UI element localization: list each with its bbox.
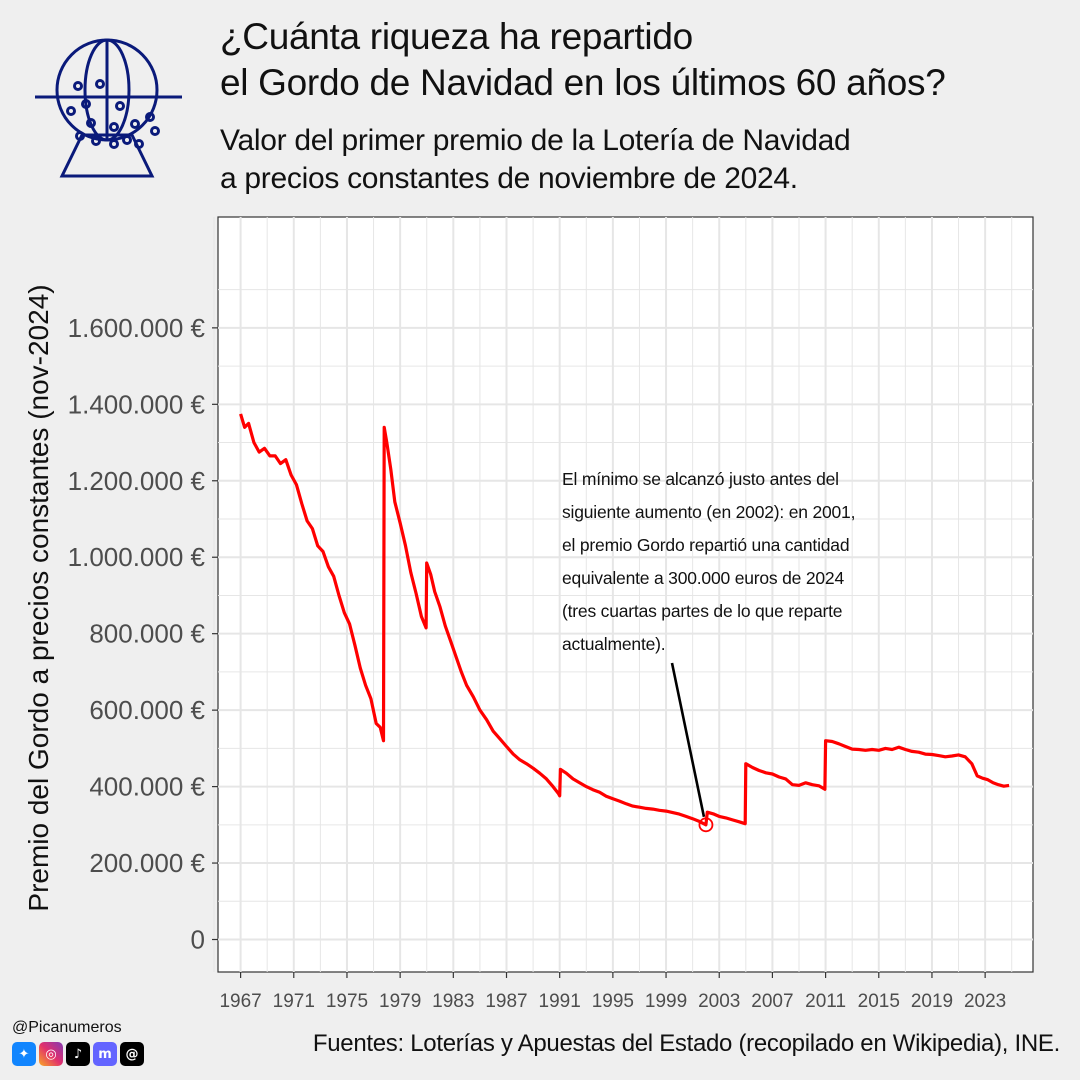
y-tick-label: 1.600.000 € xyxy=(68,313,206,343)
annotation-line: El mínimo se alcanzó justo antes del xyxy=(562,469,839,489)
x-tick-label: 2011 xyxy=(805,991,846,1012)
source-note: Fuentes: Loterías y Apuestas del Estado … xyxy=(312,1030,1060,1057)
y-axis-label: Premio del Gordo a precios constantes (n… xyxy=(23,284,54,911)
annotation-line: el premio Gordo repartió una cantidad xyxy=(562,535,850,555)
minimum-point-marker xyxy=(698,817,714,833)
x-tick-label: 2003 xyxy=(698,991,740,1012)
y-axis: 0 200.000 € 400.000 € 600.000 € 800.000 € 1.0… xyxy=(68,313,218,955)
x-tick-label: 1991 xyxy=(539,991,581,1012)
annotation-line: equivalente a 300.000 euros de 2024 xyxy=(562,568,844,588)
y-tick-label: 800.000 € xyxy=(89,619,205,649)
social-icons: ✦ ◎ ♪ m @ xyxy=(12,1042,144,1066)
x-axis: 1967 1971 1975 1979 1983 1987 1991 1995 1999 2003… xyxy=(219,972,1006,1012)
bluesky-icon[interactable]: ✦ xyxy=(12,1042,36,1066)
title-line-1: ¿Cuánta riqueza ha repartido xyxy=(220,16,693,57)
y-tick-label: 0 xyxy=(191,925,205,955)
y-tick-label: 400.000 € xyxy=(89,772,205,802)
page-title: ¿Cuánta riqueza ha repartido el Gordo de… xyxy=(220,14,1060,106)
grid-minor xyxy=(213,217,1033,972)
y-tick-label: 600.000 € xyxy=(89,695,205,725)
x-tick-label: 1979 xyxy=(379,991,421,1012)
tiktok-icon[interactable]: ♪ xyxy=(66,1042,90,1066)
plot-panel xyxy=(217,216,1034,973)
series-line xyxy=(239,413,1010,827)
threads-icon[interactable]: @ xyxy=(120,1042,144,1066)
annotation-line: actualmente). xyxy=(562,634,666,654)
annotation-text: El mínimo se alcanzó justo antes del sig… xyxy=(562,463,922,661)
x-tick-label: 1999 xyxy=(645,991,687,1012)
mastodon-icon[interactable]: m xyxy=(93,1042,117,1066)
annotation-arrow xyxy=(670,662,706,818)
subtitle-line-1: Valor del primer premio de la Lotería de… xyxy=(220,124,851,157)
x-tick-label: 1967 xyxy=(219,991,261,1012)
y-tick-label: 1.000.000 € xyxy=(68,542,206,572)
lottery-drum-icon xyxy=(30,30,190,195)
title-line-2: el Gordo de Navidad en los últimos 60 añ… xyxy=(220,62,946,103)
x-tick-label: 1983 xyxy=(432,991,474,1012)
y-tick-label: 1.200.000 € xyxy=(68,466,206,496)
x-tick-label: 1975 xyxy=(326,991,368,1012)
author-handle: @Picanumeros xyxy=(12,1019,122,1036)
x-tick-label: 2023 xyxy=(964,991,1006,1012)
x-tick-label: 1987 xyxy=(485,991,527,1012)
x-tick-label: 2007 xyxy=(751,991,793,1012)
y-tick-label: 200.000 € xyxy=(89,848,205,878)
page-subtitle: Valor del primer premio de la Lotería de… xyxy=(220,122,1060,198)
annotation-line: siguiente aumento (en 2002): en 2001, xyxy=(562,502,856,522)
x-tick-label: 2019 xyxy=(911,991,953,1012)
y-tick-label: 1.400.000 € xyxy=(68,389,206,419)
instagram-icon[interactable]: ◎ xyxy=(39,1042,63,1066)
grid-major xyxy=(218,217,1033,972)
x-tick-label: 1995 xyxy=(592,991,634,1012)
x-tick-label: 1971 xyxy=(273,991,315,1012)
subtitle-line-2: a precios constantes de noviembre de 202… xyxy=(220,162,798,195)
annotation-line: (tres cuartas partes de lo que reparte xyxy=(562,601,843,621)
x-tick-label: 2015 xyxy=(858,991,900,1012)
